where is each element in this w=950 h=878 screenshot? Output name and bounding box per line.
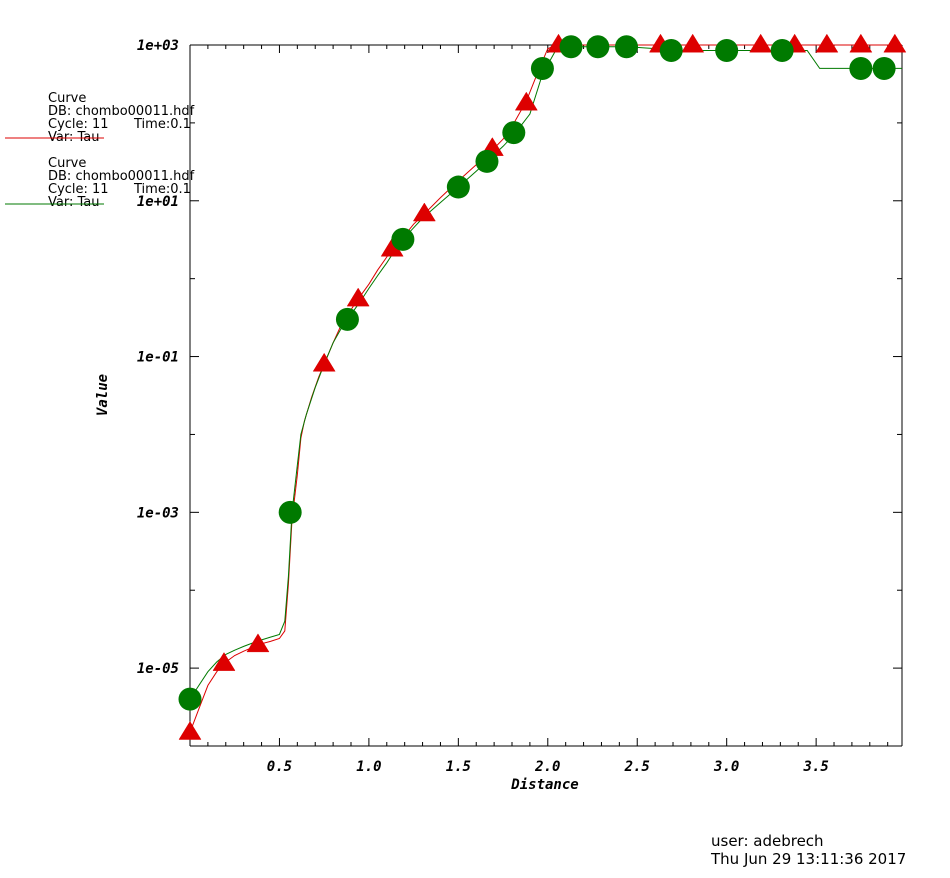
series-1-point	[346, 287, 370, 307]
series-2-point	[278, 500, 302, 524]
footer-user: user: adebrech	[711, 832, 824, 850]
x-tick-label: 2.5	[624, 759, 650, 775]
legend-2-var: Var: Tau	[48, 195, 99, 210]
series-2-point	[770, 38, 794, 62]
series-2-point	[872, 56, 896, 80]
series-1-point	[412, 202, 436, 222]
series-2-point	[530, 56, 554, 80]
legend-entry-2: Curve DB: chombo00011.hdf Cycle: 11 Time…	[5, 156, 195, 210]
y-axis-title: Value	[95, 374, 111, 416]
axes: 0.5 1.0 1.5 2.0 2.5 3.0 3.5 1e-05 1e-03 1e-01 1e+0…	[137, 38, 903, 775]
series-1-point	[514, 91, 538, 111]
series-2-line	[189, 46, 902, 700]
series-1-point	[749, 33, 773, 53]
y-tick-label: 1e-05	[137, 661, 179, 677]
series-layer	[178, 33, 907, 740]
legend-2-time: Time:0.1	[133, 182, 191, 197]
legend-1-time: Time:0.1	[133, 117, 191, 132]
series-1-point	[246, 633, 270, 653]
y-tick-label: 1e-01	[137, 350, 179, 366]
series-2-point	[178, 687, 202, 711]
footer-date: Thu Jun 29 13:11:36 2017	[710, 850, 906, 868]
series-2-point	[502, 121, 526, 145]
series-1-point	[815, 33, 839, 53]
legend-1-title: Curve	[48, 91, 86, 106]
legend-entry-1: Curve DB: chombo00011.hdf Cycle: 11 Time…	[5, 91, 195, 145]
x-axis-title: Distance	[510, 777, 578, 793]
x-tick-label: 2.0	[534, 759, 560, 775]
legend-1-cycle: Cycle: 11	[48, 117, 109, 132]
x-tick-label: 0.5	[267, 759, 292, 775]
series-2-point	[446, 175, 470, 199]
x-tick-label: 1.5	[446, 759, 471, 775]
legend: Curve DB: chombo00011.hdf Cycle: 11 Time…	[5, 91, 195, 210]
x-tick-label: 1.0	[356, 759, 381, 775]
series-1-point	[681, 33, 705, 53]
series-2-point	[615, 35, 639, 59]
legend-2-title: Curve	[48, 156, 86, 171]
series-2-point	[335, 307, 359, 331]
y-tick-label: 1e-03	[137, 505, 179, 521]
legend-2-cycle: Cycle: 11	[48, 182, 109, 197]
y-tick-label: 1e+03	[137, 38, 179, 54]
legend-1-db: DB: chombo00011.hdf	[48, 104, 195, 119]
x-tick-label: 3.5	[802, 759, 828, 775]
legend-2-db: DB: chombo00011.hdf	[48, 169, 195, 184]
series-1-point	[312, 352, 336, 372]
series-1-point	[883, 33, 907, 53]
series-1-line	[189, 44, 902, 733]
series-2-point	[475, 149, 499, 173]
series-2-point	[715, 38, 739, 62]
series-2-point	[559, 35, 583, 59]
series-2-point	[391, 227, 415, 251]
series-2-point	[849, 56, 873, 80]
x-tick-label: 3.0	[713, 759, 739, 775]
series-1-point	[178, 721, 202, 740]
y-tick-label: 1e+01	[137, 194, 179, 210]
series-1-point	[849, 33, 873, 53]
series-2-point	[659, 38, 683, 62]
series-2-point	[586, 35, 610, 59]
series-1-point	[212, 652, 236, 671]
